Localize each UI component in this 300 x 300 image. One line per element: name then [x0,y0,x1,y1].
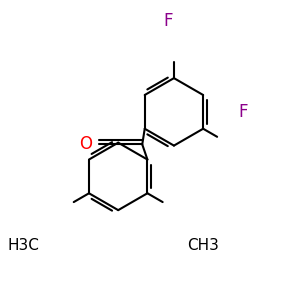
Text: F: F [238,103,248,121]
Text: CH3: CH3 [187,238,219,253]
Text: H3C: H3C [8,238,40,253]
Text: O: O [79,135,92,153]
Text: F: F [163,12,173,30]
